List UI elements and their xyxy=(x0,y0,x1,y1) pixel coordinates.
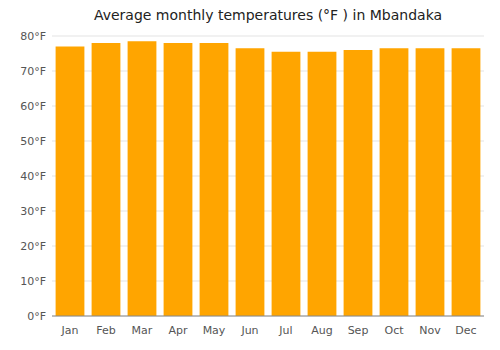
x-axis-line xyxy=(52,316,484,317)
y-tick-label: 80°F xyxy=(20,30,46,43)
bar xyxy=(200,43,229,316)
bar xyxy=(164,43,193,316)
x-tick-label: Mar xyxy=(132,324,153,337)
chart-title: Average monthly temperatures (°F ) in Mb… xyxy=(94,7,442,23)
bar xyxy=(344,50,373,316)
y-tick-label: 40°F xyxy=(20,170,46,183)
x-tick-label: Nov xyxy=(419,324,441,337)
bar xyxy=(380,48,409,316)
x-tick-label: Jun xyxy=(240,324,258,337)
bars xyxy=(56,41,481,316)
bar xyxy=(92,43,121,316)
chart-svg: Average monthly temperatures (°F ) in Mb… xyxy=(0,0,500,350)
x-tick-label: Jan xyxy=(61,324,79,337)
grid xyxy=(52,36,484,316)
y-tick-label: 70°F xyxy=(20,65,46,78)
y-tick-label: 20°F xyxy=(20,240,46,253)
y-tick-label: 30°F xyxy=(20,205,46,218)
x-tick-label: Jul xyxy=(278,324,292,337)
x-tick-label: Aug xyxy=(311,324,332,337)
x-tick-label: Apr xyxy=(168,324,188,337)
y-tick-label: 50°F xyxy=(20,135,46,148)
bar xyxy=(416,48,445,316)
y-tick-label: 60°F xyxy=(20,100,46,113)
y-tick-label: 10°F xyxy=(20,275,46,288)
chart-container: Average monthly temperatures (°F ) in Mb… xyxy=(0,0,500,350)
x-tick-label: Sep xyxy=(348,324,369,337)
bar xyxy=(56,47,85,317)
bar xyxy=(452,48,481,316)
grid-line xyxy=(52,36,484,37)
bar xyxy=(308,52,337,316)
x-tick-label: Feb xyxy=(96,324,115,337)
x-tick-label: Oct xyxy=(384,324,404,337)
x-tick-label: May xyxy=(203,324,226,337)
bar xyxy=(272,52,301,316)
bar xyxy=(236,48,265,316)
y-tick-label: 0°F xyxy=(27,310,46,323)
grid-line xyxy=(52,316,484,317)
bar xyxy=(128,41,157,316)
x-tick-label: Dec xyxy=(455,324,476,337)
